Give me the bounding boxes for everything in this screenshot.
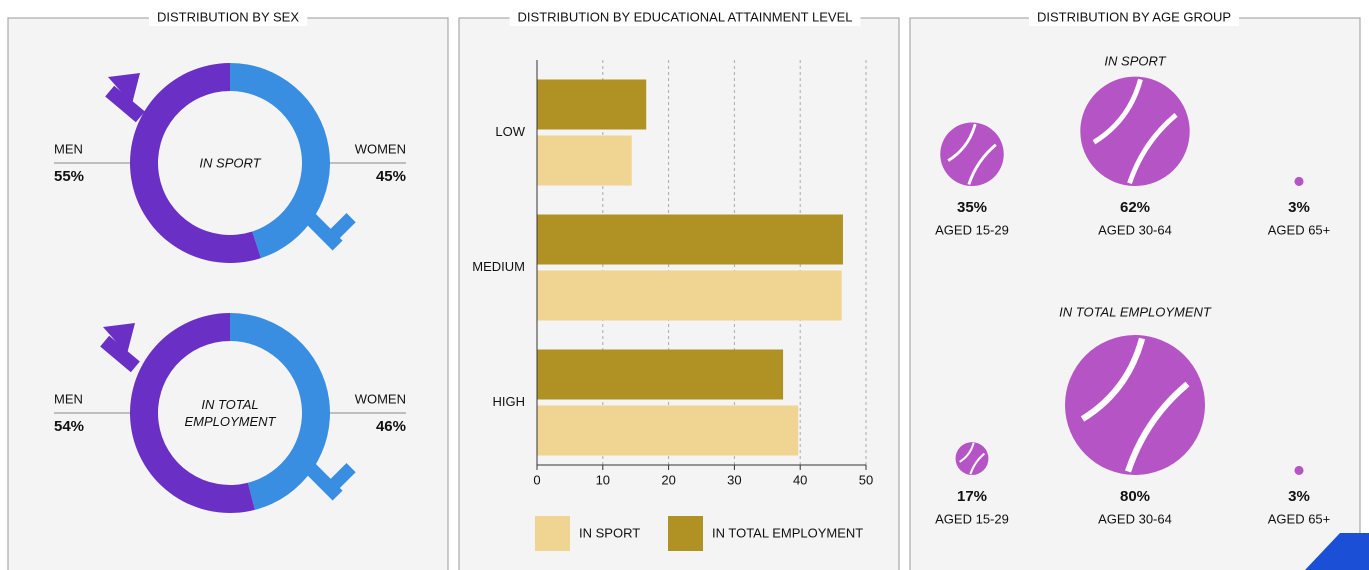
bar (537, 80, 646, 130)
value-label: 35% (957, 199, 987, 216)
value-label: 3% (1288, 488, 1310, 505)
infographic: DISTRIBUTION BY SEX MEN 55% WOMEN 45% MEN 54% W… (0, 0, 1369, 570)
panel-title: DISTRIBUTION BY SEX (157, 9, 299, 24)
x-tick-label: 50 (859, 472, 873, 487)
bar (537, 350, 783, 400)
bar (537, 136, 632, 186)
category-label: WOMEN (355, 141, 406, 156)
y-tick-label: MEDIUM (472, 259, 525, 274)
x-tick-label: 20 (661, 472, 675, 487)
x-tick-label: 10 (596, 472, 610, 487)
legend-label: IN TOTAL EMPLOYMENT (712, 525, 863, 540)
category-label: MEN (54, 141, 83, 156)
center-label: IN TOTAL EMPLOYMENT (180, 396, 280, 430)
value-label: 46% (376, 418, 406, 435)
bubble (1294, 466, 1303, 475)
x-tick-label: 30 (727, 472, 741, 487)
category-label: MEN (54, 391, 83, 406)
category-label: AGED 30-64 (1098, 222, 1172, 237)
y-tick-label: HIGH (493, 394, 526, 409)
bar (537, 406, 798, 456)
bar (537, 271, 842, 321)
category-label: AGED 15-29 (935, 222, 1009, 237)
value-label: 80% (1120, 488, 1150, 505)
legend-swatch (668, 516, 703, 551)
value-label: 17% (957, 488, 987, 505)
panel-title: DISTRIBUTION BY AGE GROUP (1037, 9, 1231, 24)
value-label: 55% (54, 168, 84, 185)
category-label: AGED 65+ (1268, 222, 1331, 237)
x-tick-label: 40 (793, 472, 807, 487)
bar (537, 215, 843, 265)
y-tick-label: LOW (495, 124, 525, 139)
center-label: IN SPORT (180, 155, 280, 172)
group-label: IN SPORT (1104, 53, 1166, 68)
value-label: 45% (376, 168, 406, 185)
value-label: 54% (54, 418, 84, 435)
panel-title: DISTRIBUTION BY EDUCATIONAL ATTAINMENT L… (518, 9, 853, 24)
legend-swatch (535, 516, 570, 551)
x-tick-label: 0 (533, 472, 540, 487)
bubble (1294, 177, 1303, 186)
value-label: 3% (1288, 199, 1310, 216)
category-label: AGED 15-29 (935, 511, 1009, 526)
category-label: AGED 65+ (1268, 511, 1331, 526)
legend-label: IN SPORT (579, 525, 640, 540)
category-label: WOMEN (355, 391, 406, 406)
value-label: 62% (1120, 199, 1150, 216)
group-label: IN TOTAL EMPLOYMENT (1059, 304, 1212, 319)
category-label: AGED 30-64 (1098, 511, 1172, 526)
page: {"chart_data": [ {"type": "donut", "titl… (0, 0, 1369, 570)
